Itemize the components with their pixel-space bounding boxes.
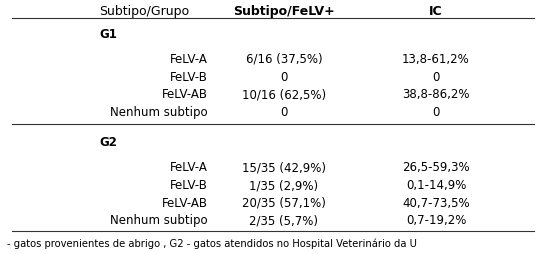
Text: 6/16 (37,5%): 6/16 (37,5%): [246, 53, 322, 66]
Text: 38,8-86,2%: 38,8-86,2%: [402, 88, 470, 101]
Text: - gatos provenientes de abrigo , G2 - gatos atendidos no Hospital Veterinário da: - gatos provenientes de abrigo , G2 - ga…: [7, 237, 417, 248]
Text: 0: 0: [432, 70, 440, 83]
Text: 2/35 (5,7%): 2/35 (5,7%): [250, 213, 318, 226]
Text: 10/16 (62,5%): 10/16 (62,5%): [242, 88, 326, 101]
Text: 0,1-14,9%: 0,1-14,9%: [406, 178, 466, 191]
Text: 15/35 (42,9%): 15/35 (42,9%): [242, 161, 326, 174]
Text: 0: 0: [280, 70, 288, 83]
Text: 0: 0: [432, 105, 440, 118]
Text: 26,5-59,3%: 26,5-59,3%: [402, 161, 470, 174]
Text: 1/35 (2,9%): 1/35 (2,9%): [250, 178, 318, 191]
Text: 0,7-19,2%: 0,7-19,2%: [406, 213, 466, 226]
Text: G1: G1: [99, 28, 117, 41]
Text: Subtipo/Grupo: Subtipo/Grupo: [99, 5, 189, 18]
Text: FeLV-B: FeLV-B: [170, 178, 208, 191]
Text: FeLV-A: FeLV-A: [170, 53, 208, 66]
Text: FeLV-AB: FeLV-AB: [162, 196, 208, 209]
Text: 0: 0: [280, 105, 288, 118]
Text: G2: G2: [99, 136, 117, 149]
Text: FeLV-B: FeLV-B: [170, 70, 208, 83]
Text: Nenhum subtipo: Nenhum subtipo: [110, 213, 208, 226]
Text: IC: IC: [429, 5, 443, 18]
Text: Nenhum subtipo: Nenhum subtipo: [110, 105, 208, 118]
Text: FeLV-A: FeLV-A: [170, 161, 208, 174]
Text: 13,8-61,2%: 13,8-61,2%: [402, 53, 470, 66]
Text: 40,7-73,5%: 40,7-73,5%: [402, 196, 470, 209]
Text: Subtipo/FeLV+: Subtipo/FeLV+: [233, 5, 335, 18]
Text: FeLV-AB: FeLV-AB: [162, 88, 208, 101]
Text: 20/35 (57,1%): 20/35 (57,1%): [242, 196, 326, 209]
